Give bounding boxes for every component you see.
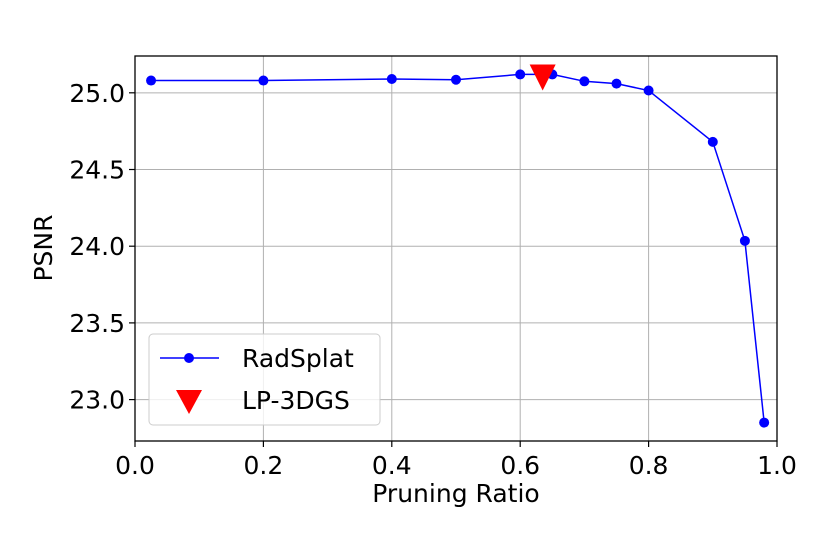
radsplat-point (707, 136, 718, 147)
y-tick-label: 24.0 (69, 232, 125, 261)
legend-box (148, 333, 381, 426)
series-layer (146, 64, 770, 428)
y-tick-label: 23.0 (69, 386, 125, 415)
plot-frame (134, 55, 778, 442)
lp3dgs-point (529, 64, 556, 91)
y-tick-label: 23.5 (69, 309, 125, 338)
legend-radsplat-marker (184, 353, 194, 363)
x-axis-label: Pruning Ratio (372, 479, 539, 508)
radsplat-point (579, 76, 590, 87)
y-tick-label: 24.5 (69, 156, 125, 185)
radsplat-point (759, 417, 770, 428)
x-tick-label: 0.6 (500, 451, 540, 480)
x-tick-label: 0.2 (244, 451, 284, 480)
radsplat-line (151, 73, 765, 423)
radsplat-point (451, 74, 461, 85)
ticks: 0.0 0.2 0.4 0.6 0.8 1.0 23.0 23.5 24.0 24.5 25.0 (69, 79, 797, 480)
legend-lp3dgs-marker (176, 390, 202, 414)
y-tick-label: 25.0 (69, 79, 125, 108)
x-tick-label: 0.0 (115, 451, 155, 480)
legend: RadSplat LP-3DGS (148, 333, 381, 426)
legend-lp3dgs-label: LP-3DGS (242, 386, 350, 415)
radsplat-point (258, 75, 269, 86)
x-tick-label: 0.4 (372, 451, 412, 480)
x-tick-label: 0.8 (629, 451, 669, 480)
radsplat-point (386, 74, 397, 85)
radsplat-point (643, 85, 654, 96)
radsplat-point (611, 78, 622, 89)
y-axis-label: PSNR (29, 214, 58, 281)
x-tick-label: 1.0 (757, 451, 797, 480)
radsplat-point (739, 235, 750, 246)
legend-radsplat-label: RadSplat (242, 344, 354, 373)
radsplat-point (146, 75, 157, 86)
radsplat-point (515, 69, 526, 80)
